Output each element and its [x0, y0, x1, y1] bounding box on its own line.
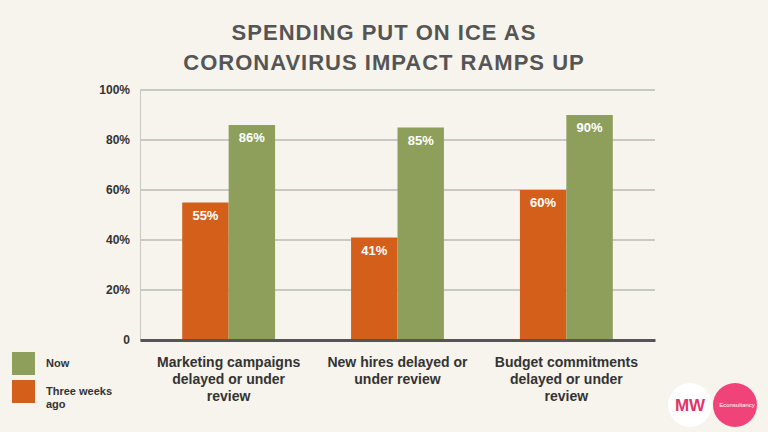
grid-line: [140, 339, 655, 341]
text-line: ago: [46, 398, 66, 410]
y-tick: 0: [123, 333, 140, 347]
logo-text: MW: [675, 396, 706, 415]
text-line: under review: [354, 371, 440, 387]
data-label: 41%: [361, 243, 387, 258]
text-line: Three weeks: [46, 385, 112, 397]
background: [0, 0, 768, 432]
y-axis-line: [140, 91, 141, 341]
logo-text: Econsultancy: [719, 402, 755, 408]
grid-line: [140, 89, 655, 91]
y-tick: 80%: [106, 133, 140, 147]
legend-swatch: [12, 352, 35, 375]
x-tick: Marketing campaignsdelayed or underrevie…: [157, 340, 300, 404]
x-tick-label: Budget commitmentsdelayed or underreview: [495, 354, 638, 404]
logo-circle: [668, 383, 712, 427]
text-line: review: [207, 388, 251, 404]
y-tick-label: 40%: [106, 233, 130, 247]
legend-label: Now: [46, 357, 70, 369]
bar: [351, 238, 397, 341]
bar: [182, 203, 228, 341]
data-label: 55%: [192, 208, 218, 223]
text-line: review: [545, 388, 589, 404]
y-tick: 60%: [106, 183, 140, 197]
legend: Now Three weeksago: [12, 352, 112, 410]
x-axis-line: [141, 339, 656, 342]
text-line: Marketing campaigns: [157, 354, 300, 370]
legend-swatch: [12, 380, 35, 403]
y-tick-label: 80%: [106, 133, 130, 147]
bar: [229, 125, 275, 340]
text-line: Budget commitments: [495, 354, 638, 370]
logo-circle: [713, 383, 757, 427]
x-tick-label: Marketing campaignsdelayed or underrevie…: [157, 354, 300, 404]
bar: [566, 115, 612, 340]
grid: [140, 90, 655, 340]
y-tick-label: 0: [123, 333, 130, 347]
data-label: 90%: [577, 120, 603, 135]
text-line: CORONAVIRUS IMPACT RAMPS UP: [183, 50, 584, 75]
legend-label: Three weeksago: [46, 385, 112, 410]
title: SPENDING PUT ON ICE AS CORONAVIRUS IMPACT…: [183, 20, 584, 75]
text-line: delayed or under: [510, 371, 623, 387]
x-tick-label: New hires delayed orunder review: [327, 354, 468, 387]
x-tick: Budget commitmentsdelayed or underreview: [495, 340, 638, 404]
bar: [398, 128, 444, 341]
text-line: delayed or under: [172, 371, 285, 387]
x-tick: New hires delayed orunder review: [327, 340, 468, 387]
y-tick: 100%: [99, 83, 140, 97]
y-tick: 20%: [106, 283, 140, 297]
bar: [520, 190, 566, 340]
y-tick-label: 60%: [106, 183, 130, 197]
data-label: 85%: [408, 133, 434, 148]
y-tick-label: 100%: [99, 83, 130, 97]
text-line: New hires delayed or: [327, 354, 468, 370]
x-axis: Marketing campaignsdelayed or underrevie…: [141, 340, 656, 404]
data-labels: 55% 41% 60% 86% 85% 90%: [192, 120, 603, 258]
y-tick-label: 20%: [106, 283, 130, 297]
y-tick: 40%: [106, 233, 140, 247]
chart: SPENDING PUT ON ICE AS CORONAVIRUS IMPACT…: [0, 0, 768, 432]
data-label: 86%: [239, 130, 265, 145]
bars: [182, 115, 613, 340]
logo: MW Econsultancy: [668, 383, 757, 427]
text-line: Now: [46, 357, 70, 369]
y-axis: 0 20% 40% 60% 80% 100%: [99, 83, 140, 347]
text-line: SPENDING PUT ON ICE AS: [232, 20, 537, 45]
data-label: 60%: [530, 195, 556, 210]
